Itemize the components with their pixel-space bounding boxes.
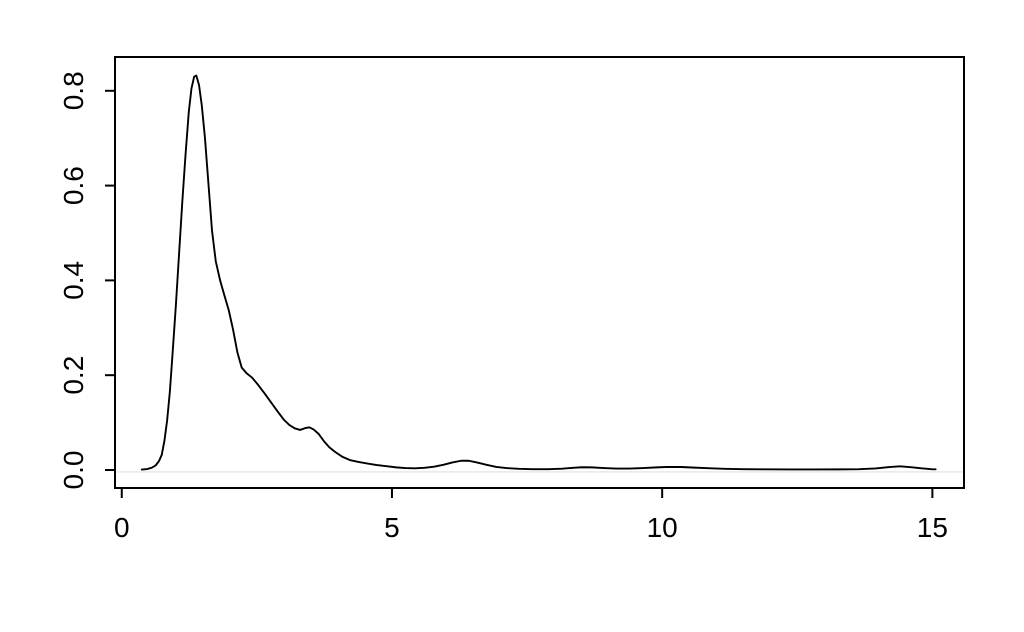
y-axis-tick-label: 0.8 <box>58 71 89 110</box>
x-axis-tick-label: 0 <box>114 512 130 543</box>
density-curve <box>140 74 937 471</box>
y-axis-tick-label: 0.6 <box>58 166 89 205</box>
x-axis-tick-label: 15 <box>917 512 948 543</box>
y-axis-tick-label: 0.4 <box>58 261 89 300</box>
y-axis-tick-label: 0.0 <box>58 451 89 490</box>
x-axis-tick-label: 10 <box>647 512 678 543</box>
x-axis-tick-label: 5 <box>384 512 400 543</box>
plot-box <box>114 56 965 489</box>
y-axis-tick-label: 0.2 <box>58 356 89 395</box>
